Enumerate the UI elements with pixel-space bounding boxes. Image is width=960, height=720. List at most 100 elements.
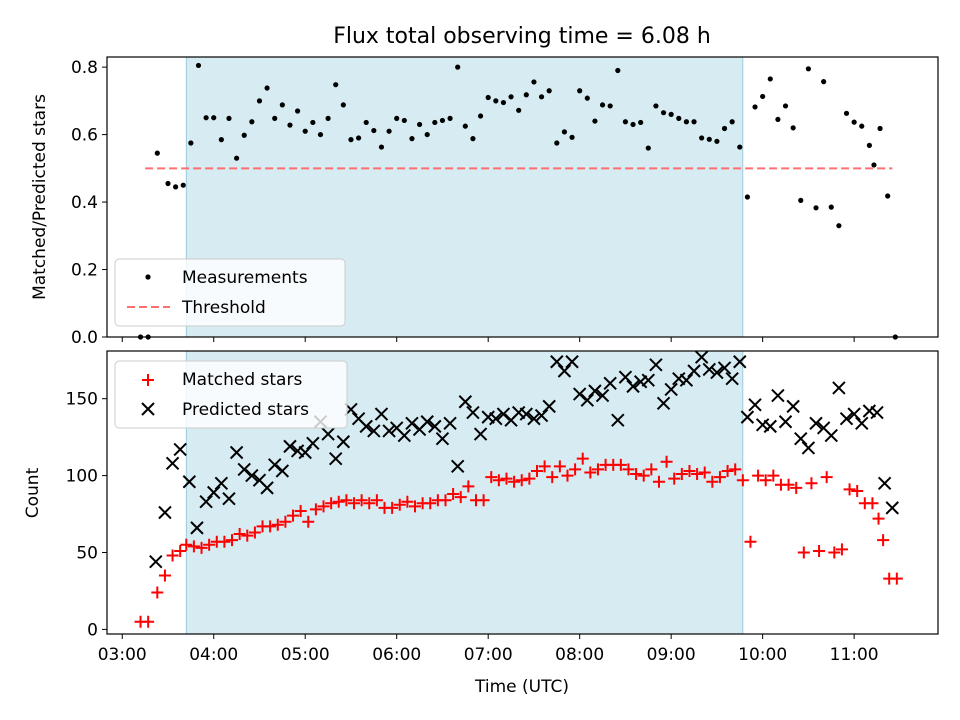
predicted-star-point (649, 358, 663, 372)
predicted-star-point (275, 464, 290, 478)
predicted-star-point (550, 355, 564, 369)
x-tick-label: 04:00 (189, 645, 238, 665)
predicted-star-point (717, 361, 732, 375)
measurement-point (531, 79, 537, 85)
top-y-tick-label: 0.0 (71, 328, 98, 348)
matched-star-point (393, 498, 406, 511)
matched-star-point (630, 468, 643, 481)
matched-star-point (218, 535, 231, 548)
measurement-point (645, 145, 651, 151)
predicted-star-point (603, 376, 617, 391)
measurement-point (538, 94, 545, 100)
matched-star-point (851, 484, 864, 497)
measurement-point (241, 132, 247, 138)
predicted-star-point (740, 410, 755, 424)
matched-star-point (348, 497, 361, 510)
matched-star-point (767, 469, 780, 482)
matched-star-point (729, 463, 742, 476)
measurement-point (599, 102, 606, 108)
legend-label-matched: Matched stars (182, 370, 302, 390)
measurement-point (378, 144, 385, 150)
measurement-point (584, 95, 590, 101)
measurement-point (660, 110, 667, 116)
predicted-star-point (382, 424, 396, 438)
legend-marker-predicted (141, 402, 155, 416)
matched-star-point (226, 534, 239, 547)
measurement-point (485, 94, 491, 101)
predicted-star-point (473, 427, 488, 441)
matched-star-point (180, 538, 193, 551)
measurement-point (729, 119, 735, 125)
predicted-star-point (733, 355, 747, 369)
measurement-point (409, 136, 415, 142)
matched-star-point (370, 494, 383, 507)
bottom-legend: Matched stars Predicted stars (114, 360, 348, 429)
predicted-star-point (839, 411, 854, 426)
measurement-point (477, 113, 484, 119)
top-y-tick-label: 0.8 (71, 58, 98, 78)
predicted-star-point (245, 468, 259, 483)
matched-star-point (652, 475, 665, 488)
measurement-point (821, 79, 827, 85)
predicted-star-point (641, 373, 656, 387)
matched-star-point (872, 512, 885, 525)
measurement-point (683, 119, 690, 125)
measurement-point (333, 82, 339, 88)
matched-star-point (637, 469, 650, 482)
matched-star-point (877, 534, 890, 547)
matched-star-point (317, 500, 330, 513)
predicted-star-point (443, 416, 457, 430)
measurement-point (866, 142, 872, 148)
predicted-star-point (182, 475, 197, 489)
matched-star-point (248, 526, 261, 539)
predicted-star-point (664, 382, 678, 397)
matched-star-point (675, 468, 688, 481)
predicted-star-point (466, 405, 480, 420)
measurement-point (188, 140, 194, 146)
measurement-point (668, 111, 674, 117)
predicted-star-point (572, 387, 587, 401)
bottom-axes-frame (106, 350, 939, 635)
predicted-star-point (786, 399, 800, 414)
matched-star-point (386, 501, 399, 514)
predicted-star-point (489, 411, 503, 426)
matched-star-point (355, 494, 368, 507)
matched-star-point (241, 529, 254, 542)
predicted-star-point (519, 407, 534, 421)
measurement-point (607, 103, 613, 109)
predicted-star-point (694, 350, 709, 364)
matched-star-point (287, 509, 300, 522)
matched-star-point (591, 463, 604, 476)
matched-star-point (546, 471, 559, 484)
measurement-point (630, 121, 636, 128)
predicted-star-point (435, 431, 450, 446)
measurement-point (592, 118, 598, 124)
matched-star-point (645, 463, 658, 476)
measurement-point (218, 137, 224, 143)
matched-star-point (187, 540, 200, 553)
predicted-star-point (870, 405, 884, 420)
predicted-star-point (450, 459, 465, 474)
matched-star-point (174, 544, 187, 557)
matched-star-point (271, 518, 284, 531)
measurement-point (447, 115, 453, 121)
measurement-point (871, 162, 877, 168)
matched-star-point (797, 546, 810, 559)
predicted-star-point (763, 419, 777, 434)
predicted-star-point (190, 521, 204, 535)
measurement-point (416, 121, 423, 128)
predicted-star-point (847, 407, 861, 421)
measurement-point (851, 119, 857, 125)
matched-star-point (151, 586, 164, 599)
measurement-point (310, 119, 316, 126)
top-y-axis-label: Matched/Predicted stars (30, 94, 50, 300)
measurement-point (676, 115, 682, 121)
matched-star-point (409, 500, 422, 513)
matched-star-point (706, 475, 719, 488)
x-tick-label: 11:00 (830, 645, 879, 665)
matched-star-point (462, 480, 475, 493)
top-y-tick-label: 0.6 (71, 126, 98, 146)
predicted-star-point (329, 451, 343, 466)
measurement-point (615, 67, 621, 74)
predicted-star-point (173, 442, 187, 457)
